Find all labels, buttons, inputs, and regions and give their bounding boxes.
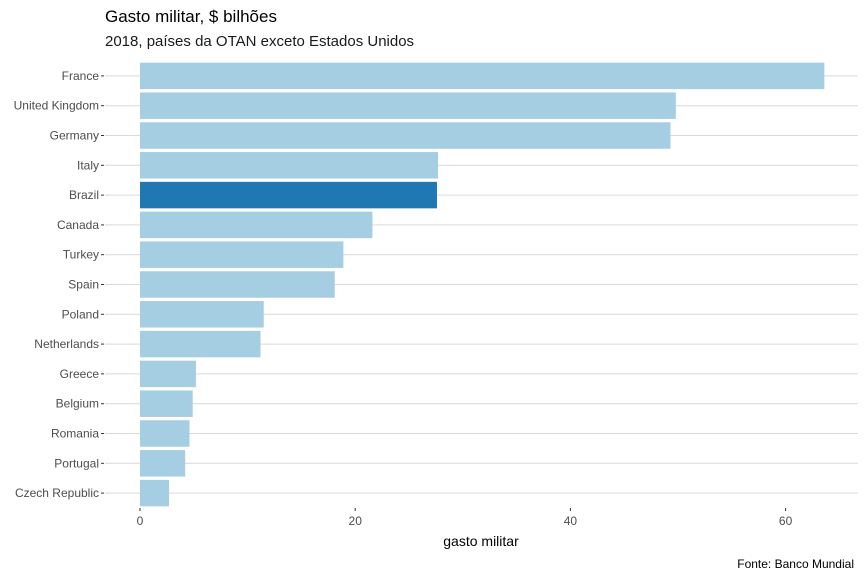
x-axis-title: gasto militar bbox=[0, 533, 866, 549]
y-tick-label: Czech Republic bbox=[15, 486, 99, 500]
y-tick-label: Italy bbox=[77, 158, 99, 172]
chart-title: Gasto militar, $ bilhões bbox=[105, 7, 277, 26]
y-tick-label: Germany bbox=[50, 129, 99, 143]
bar-turkey bbox=[140, 241, 344, 268]
bar-brazil bbox=[140, 181, 437, 209]
bar-poland bbox=[140, 301, 264, 328]
y-tick-label: Canada bbox=[57, 218, 99, 232]
y-tick-label: Spain bbox=[68, 278, 99, 292]
x-axis-title-text: gasto militar bbox=[443, 533, 519, 549]
y-tick-label: Poland bbox=[62, 307, 99, 321]
bar-canada bbox=[140, 211, 373, 239]
bar-czech-republic bbox=[140, 479, 170, 507]
bar-portugal bbox=[140, 450, 186, 477]
bar-france bbox=[140, 62, 825, 90]
y-tick-label: Turkey bbox=[63, 248, 99, 262]
y-tick-label: Romania bbox=[51, 427, 99, 441]
y-axis: France United Kingdom Germany Italy Brazil Ca… bbox=[14, 69, 104, 500]
bar-united-kingdom bbox=[140, 92, 676, 119]
bars bbox=[140, 62, 825, 507]
y-tick-label: Portugal bbox=[54, 456, 99, 470]
bar-greece bbox=[140, 360, 196, 388]
bar-belgium bbox=[140, 390, 193, 417]
x-tick-label: 0 bbox=[137, 514, 144, 528]
x-tick-label: 40 bbox=[564, 514, 578, 528]
bar-spain bbox=[140, 271, 335, 298]
y-tick-label: Belgium bbox=[56, 397, 99, 411]
y-tick-label: Brazil bbox=[69, 188, 99, 202]
y-tick-label: Greece bbox=[60, 367, 100, 381]
bar-italy bbox=[140, 152, 439, 179]
bar-romania bbox=[140, 420, 190, 447]
x-tick-label: 60 bbox=[779, 514, 793, 528]
bar-germany bbox=[140, 122, 671, 149]
x-axis: 0 20 40 60 bbox=[137, 508, 793, 528]
chart-caption: Fonte: Banco Mundial bbox=[737, 557, 854, 571]
x-tick-label: 20 bbox=[349, 514, 363, 528]
bar-netherlands bbox=[140, 330, 261, 358]
y-tick-label: France bbox=[62, 69, 100, 83]
y-tick-label: United Kingdom bbox=[14, 99, 99, 113]
chart-subtitle: 2018, países da OTAN exceto Estados Unid… bbox=[105, 33, 415, 50]
y-tick-label: Netherlands bbox=[34, 337, 99, 351]
